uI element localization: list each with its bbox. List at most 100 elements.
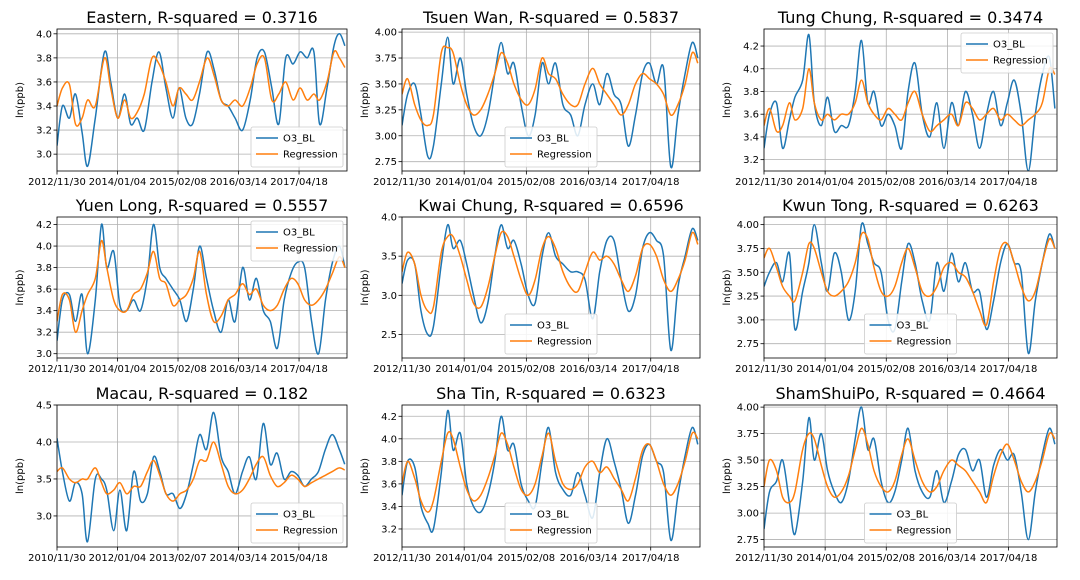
legend-label-reg: Regression: [993, 56, 1048, 67]
legend-label-reg: Regression: [283, 150, 338, 161]
legend: O3_BL Regression: [250, 220, 344, 262]
subplot-7: Macau, R-squared = 0.182 2010/11/30 2012/0…: [15, 384, 348, 564]
y-tick-label: 4.0: [36, 29, 52, 40]
subplot-title: Eastern, R-squared = 0.3716: [86, 8, 317, 27]
series-line-reg: [402, 45, 699, 127]
legend-label-obs: O3_BL: [897, 321, 929, 332]
legend-box: [504, 502, 598, 544]
y-tick-label: 3.6: [381, 479, 397, 490]
series-line-obs: [57, 33, 346, 167]
x-tick-label: 2015/02/08: [498, 177, 556, 188]
x-tick-label: 2012/11/30: [735, 177, 793, 188]
legend-box: [250, 126, 344, 168]
y-tick-label: 3.5: [36, 474, 52, 485]
plot-frame: [56, 404, 348, 548]
x-tick-label: 2017/04/18: [622, 364, 680, 375]
y-axis-label: ln(ppb): [722, 82, 733, 118]
x-tick-label: 2012/11/30: [735, 364, 793, 375]
y-tick-label: 3.50: [375, 79, 397, 90]
legend-label-obs: O3_BL: [897, 510, 929, 521]
y-axis-label: ln(ppb): [15, 458, 26, 494]
series-line-reg: [764, 427, 1056, 504]
y-tick-label: 4.0: [381, 434, 397, 445]
y-axis-label: ln(ppb): [360, 82, 371, 118]
x-tick-label: 2015/02/08: [857, 364, 915, 375]
y-tick-label: 4.00: [737, 220, 759, 231]
legend-box: [960, 32, 1054, 74]
subplot-9: ShamShuiPo, R-squared = 0.4664 2012/11/30…: [722, 384, 1058, 564]
y-tick-label: 3.00: [737, 315, 759, 326]
legend-label-obs: O3_BL: [537, 510, 569, 521]
subplot-title: Tsuen Wan, R-squared = 0.5837: [422, 8, 679, 27]
y-tick-label: 3.6: [36, 285, 52, 296]
series-line-obs: [402, 36, 699, 169]
y-tick-label: 3.4: [36, 102, 52, 113]
y-tick-label: 3.0: [36, 150, 52, 161]
y-tick-label: 4.2: [381, 412, 397, 423]
x-tick-label: 2014/01/04: [435, 364, 493, 375]
y-tick-label: 2.5: [381, 330, 397, 341]
legend: O3_BL Regression: [864, 502, 957, 544]
legend: O3_BL Regression: [250, 126, 344, 168]
x-tick-label: 2015/02/08: [498, 364, 556, 375]
y-tick-label: 2.75: [737, 535, 759, 546]
x-tick-label: 2012/11/30: [735, 553, 793, 564]
x-tick-label: 2017/04/18: [980, 364, 1038, 375]
x-tick-label: 2014/01/04: [796, 177, 854, 188]
y-tick-label: 3.2: [36, 328, 52, 339]
x-tick-label: 2016/03/14: [919, 553, 977, 564]
x-tick-label: 2017/04/18: [270, 177, 328, 188]
x-tick-label: 2017/04/18: [980, 553, 1038, 564]
x-tick-label: 2015/02/08: [857, 553, 915, 564]
x-tick-label: 2012/11/30: [373, 364, 431, 375]
legend-label-obs: O3_BL: [993, 40, 1025, 51]
legend-label-reg: Regression: [537, 337, 592, 348]
series-line-reg: [402, 430, 699, 513]
series-line-obs: [764, 33, 1056, 171]
y-tick-label: 4.2: [36, 220, 52, 231]
y-tick-label: 3.00: [737, 509, 759, 520]
subplot-8: Sha Tin, R-squared = 0.6323 2012/11/30 201…: [360, 384, 701, 564]
x-tick-label: 2012/11/30: [373, 553, 431, 564]
legend-box: [250, 502, 344, 544]
y-tick-label: 3.4: [36, 306, 52, 317]
y-tick-label: 4.2: [743, 42, 759, 53]
y-tick-label: 3.4: [743, 132, 759, 143]
legend-box: [864, 502, 957, 544]
x-tick-label: 2012/11/30: [373, 177, 431, 188]
y-axis-label: ln(ppb): [360, 269, 371, 305]
y-tick-label: 3.5: [381, 252, 397, 263]
legend-label-reg: Regression: [537, 150, 592, 161]
plot-frame: [401, 28, 701, 172]
y-tick-label: 4.0: [36, 437, 52, 448]
legend-label-reg: Regression: [283, 526, 338, 537]
x-tick-label: 2017/04/18: [270, 364, 328, 375]
y-tick-label: 3.6: [743, 110, 759, 121]
x-tick-label: 2015/04/18: [270, 553, 328, 564]
plot-frame: [763, 404, 1058, 548]
y-tick-label: 3.25: [375, 105, 397, 116]
legend-label-reg: Regression: [897, 337, 952, 348]
x-tick-label: 2016/03/14: [560, 553, 618, 564]
subplot-title: Kwun Tong, R-squared = 0.6263: [782, 196, 1039, 215]
legend-box: [504, 126, 598, 168]
plot-frame: [763, 28, 1058, 172]
legend: O3_BL Regression: [960, 32, 1054, 74]
legend-box: [250, 220, 344, 262]
y-tick-label: 3.2: [36, 126, 52, 137]
legend: O3_BL Regression: [504, 502, 598, 544]
legend-label-obs: O3_BL: [537, 134, 569, 145]
legend-label-reg: Regression: [283, 244, 338, 255]
y-tick-label: 4.0: [381, 213, 397, 224]
y-tick-label: 3.2: [381, 524, 397, 535]
plot-frame: [401, 404, 701, 548]
subplot-title: Sha Tin, R-squared = 0.6323: [436, 384, 666, 403]
y-tick-label: 4.00: [375, 28, 397, 39]
legend: O3_BL Regression: [504, 126, 598, 168]
x-tick-label: 2014/01/04: [796, 364, 854, 375]
plot-frame: [763, 216, 1058, 359]
